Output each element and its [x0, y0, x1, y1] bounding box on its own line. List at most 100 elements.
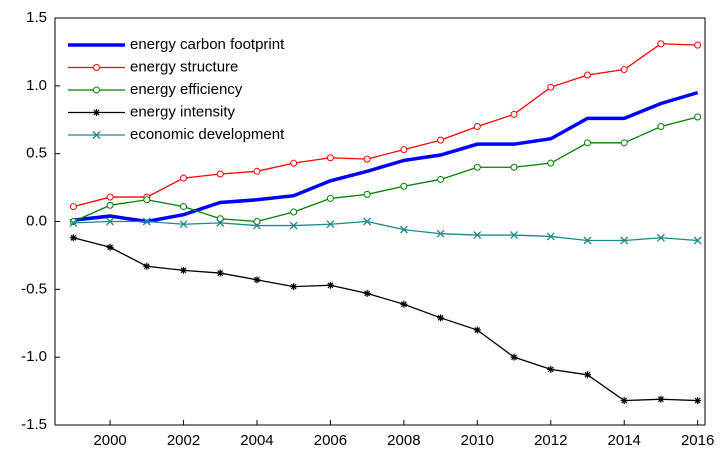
- data-point: [656, 233, 665, 242]
- legend-label: energy structure: [130, 58, 238, 75]
- series-line: [73, 116, 698, 223]
- data-point: [253, 167, 261, 175]
- data-point: [620, 139, 628, 147]
- data-point: [547, 365, 555, 373]
- data-point: [657, 395, 665, 403]
- data-point: [547, 83, 555, 91]
- data-point: [326, 281, 334, 289]
- data-point: [473, 326, 481, 334]
- x-tick-label: 2006: [314, 432, 347, 449]
- data-point: [693, 236, 702, 245]
- data-point: [399, 225, 408, 234]
- legend-marker: [93, 86, 100, 94]
- data-point: [400, 182, 408, 190]
- data-point: [620, 397, 628, 405]
- data-point: [216, 269, 224, 277]
- y-tick-label: -1.5: [21, 416, 47, 433]
- data-point: [326, 220, 335, 229]
- data-point: [289, 221, 298, 230]
- data-point: [326, 194, 334, 202]
- data-point: [436, 229, 445, 238]
- data-point: [363, 155, 371, 163]
- data-point: [290, 208, 298, 216]
- data-point: [180, 203, 188, 211]
- data-point: [473, 231, 482, 240]
- data-point: [253, 276, 261, 284]
- data-point: [69, 234, 77, 242]
- data-point: [620, 236, 629, 245]
- data-point: [510, 163, 518, 171]
- data-point: [694, 397, 702, 405]
- data-point: [473, 163, 481, 171]
- data-point: [106, 217, 115, 226]
- x-tick-label: 2010: [461, 432, 494, 449]
- data-point: [694, 113, 702, 121]
- legend-label: economic development: [130, 126, 285, 143]
- data-point: [510, 353, 518, 361]
- data-point: [180, 174, 188, 182]
- data-point: [326, 154, 334, 162]
- x-tick-label: 2008: [387, 432, 420, 449]
- data-point: [400, 300, 408, 308]
- data-point: [106, 243, 114, 251]
- legend-label: energy carbon footprint: [130, 36, 285, 53]
- data-point: [437, 175, 445, 183]
- data-point: [363, 190, 371, 198]
- y-tick-label: 0.5: [26, 145, 47, 162]
- series-line: [73, 237, 698, 402]
- legend-marker: [93, 64, 100, 71]
- data-point: [253, 218, 261, 225]
- x-tick-label: 2000: [93, 432, 126, 449]
- legend-marker: [93, 109, 100, 116]
- data-point: [400, 146, 408, 154]
- data-point: [437, 136, 445, 144]
- data-point: [363, 289, 371, 297]
- data-point: [106, 193, 114, 201]
- data-point: [363, 217, 372, 226]
- data-point: [142, 217, 151, 226]
- data-point: [216, 170, 224, 178]
- y-tick-label: 1.5: [26, 9, 47, 26]
- data-point: [180, 266, 188, 274]
- data-point: [583, 236, 592, 245]
- data-point: [216, 218, 225, 227]
- data-point: [583, 139, 591, 147]
- data-point: [290, 159, 298, 167]
- data-point: [583, 71, 591, 79]
- data-point: [290, 283, 298, 291]
- series-line: [73, 43, 698, 208]
- data-point: [143, 196, 151, 204]
- legend-label: energy intensity: [130, 103, 236, 120]
- series-line: [73, 90, 699, 224]
- data-point: [69, 203, 77, 211]
- data-point: [473, 123, 481, 131]
- series-line: [73, 220, 698, 242]
- data-point: [510, 110, 518, 118]
- x-tick-label: 2014: [608, 432, 641, 449]
- data-point: [583, 371, 591, 379]
- data-point: [620, 66, 628, 74]
- data-point: [106, 201, 114, 209]
- y-tick-label: -1.0: [21, 348, 47, 365]
- x-tick-label: 2004: [240, 432, 273, 449]
- data-point: [546, 232, 555, 241]
- data-point: [69, 218, 78, 227]
- legend-label: energy efficiency: [130, 81, 243, 98]
- data-point: [510, 231, 518, 240]
- x-tick-label: 2002: [167, 432, 200, 449]
- data-point: [216, 215, 224, 223]
- data-point: [547, 159, 555, 167]
- data-point: [253, 221, 261, 230]
- legend-marker: [92, 131, 101, 139]
- data-point: [143, 262, 151, 270]
- data-point: [657, 40, 665, 48]
- data-point: [657, 123, 665, 131]
- data-point: [437, 314, 445, 322]
- x-tick-label: 2012: [534, 432, 567, 449]
- y-tick-label: -0.5: [21, 280, 47, 297]
- y-tick-label: 1.0: [26, 77, 47, 94]
- data-point: [694, 41, 702, 49]
- x-tick-label: 2016: [681, 432, 714, 449]
- y-tick-label: 0.0: [26, 212, 47, 229]
